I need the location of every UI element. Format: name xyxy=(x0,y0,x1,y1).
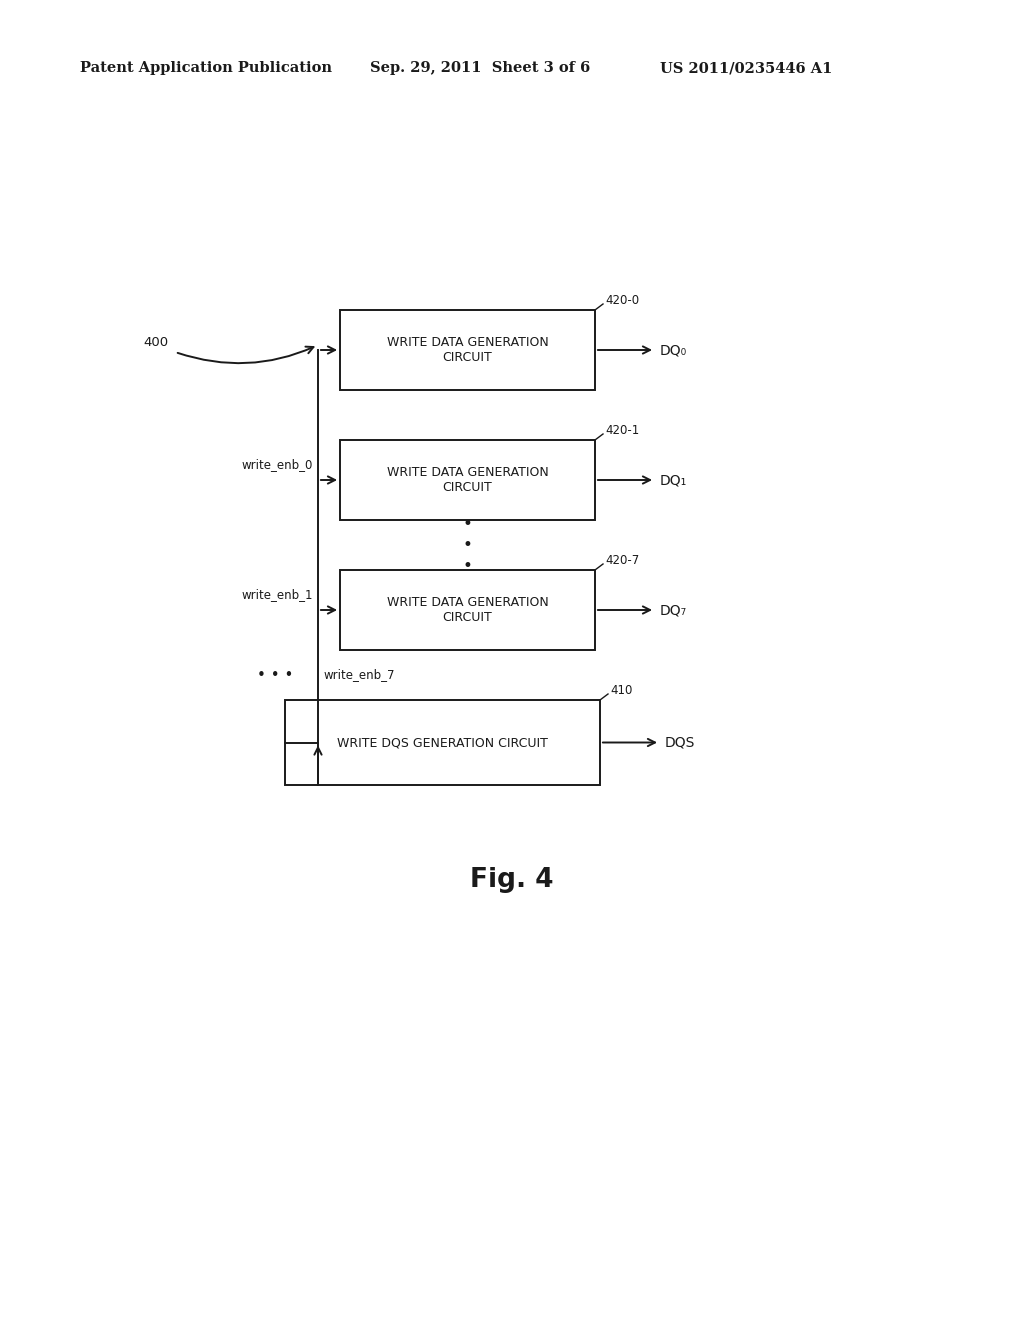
Text: WRITE DQS GENERATION CIRCUIT: WRITE DQS GENERATION CIRCUIT xyxy=(337,737,548,748)
Bar xyxy=(340,310,595,389)
Text: US 2011/0235446 A1: US 2011/0235446 A1 xyxy=(660,61,833,75)
Bar xyxy=(285,700,600,785)
Bar xyxy=(340,440,595,520)
Text: •
•
•: • • • xyxy=(463,515,472,574)
Text: 410: 410 xyxy=(610,684,633,697)
Text: write_enb_0: write_enb_0 xyxy=(242,458,313,471)
Text: WRITE DATA GENERATION
CIRCUIT: WRITE DATA GENERATION CIRCUIT xyxy=(387,597,549,624)
Text: DQS: DQS xyxy=(665,735,695,750)
Text: DQ₁: DQ₁ xyxy=(660,473,687,487)
Text: • • •: • • • xyxy=(257,668,293,682)
Text: 400: 400 xyxy=(143,335,168,348)
Bar xyxy=(340,570,595,649)
Text: WRITE DATA GENERATION
CIRCUIT: WRITE DATA GENERATION CIRCUIT xyxy=(387,466,549,494)
Text: 420-7: 420-7 xyxy=(605,553,639,566)
Text: DQ₀: DQ₀ xyxy=(660,343,687,356)
Text: WRITE DATA GENERATION
CIRCUIT: WRITE DATA GENERATION CIRCUIT xyxy=(387,337,549,364)
Text: DQ₇: DQ₇ xyxy=(660,603,687,616)
Text: Patent Application Publication: Patent Application Publication xyxy=(80,61,332,75)
Text: write_enb_7: write_enb_7 xyxy=(323,668,394,681)
Text: Fig. 4: Fig. 4 xyxy=(470,867,554,894)
Text: 420-1: 420-1 xyxy=(605,424,639,437)
Text: Sep. 29, 2011  Sheet 3 of 6: Sep. 29, 2011 Sheet 3 of 6 xyxy=(370,61,590,75)
Text: write_enb_1: write_enb_1 xyxy=(242,589,313,602)
Text: 420-0: 420-0 xyxy=(605,293,639,306)
